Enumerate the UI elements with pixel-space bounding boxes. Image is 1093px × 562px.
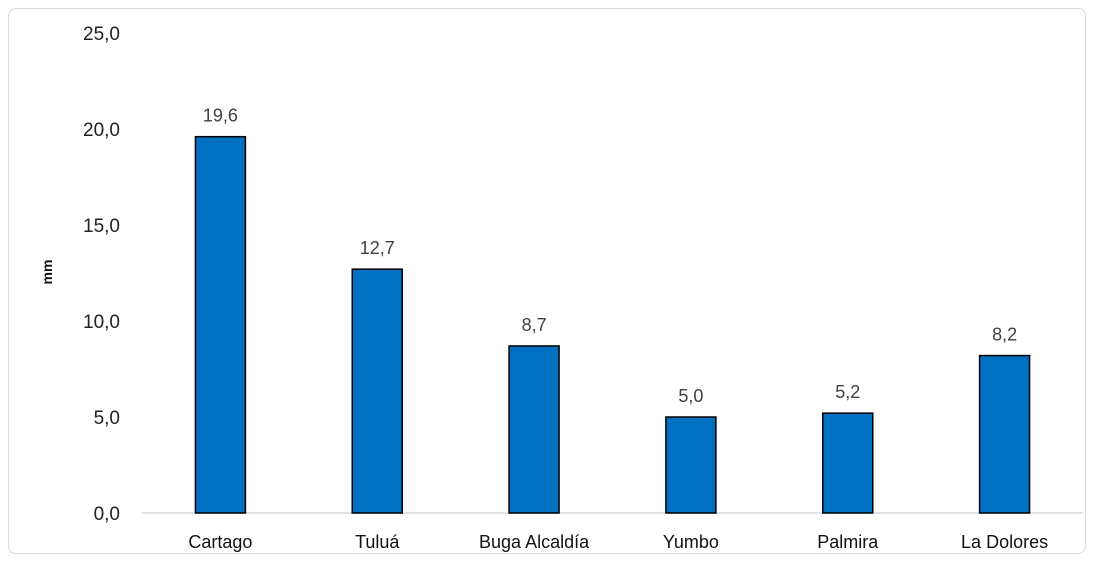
y-tick-label: 25,0 — [83, 24, 120, 45]
x-category-label: Cartago — [188, 532, 252, 552]
data-label: 19,6 — [203, 106, 238, 126]
y-tick-label: 0,0 — [94, 504, 120, 525]
x-category-label: Buga Alcaldía — [479, 532, 590, 552]
x-axis-categories: Cartago Tuluá Buga Alcaldía Yumbo Palmira La … — [188, 532, 1048, 552]
y-axis-label: mm — [39, 260, 55, 285]
data-label: 12,7 — [360, 238, 395, 258]
y-tick-label: 20,0 — [83, 120, 120, 141]
x-category-label: La Dolores — [961, 532, 1048, 552]
bar — [194, 135, 247, 514]
bar — [508, 345, 560, 514]
bar — [822, 412, 874, 514]
y-axis-ticks: 0,0 5,0 10,0 15,0 20,0 25,0 — [83, 24, 120, 525]
bar — [978, 354, 1031, 514]
y-tick-label: 15,0 — [83, 216, 120, 237]
x-category-label: Palmira — [817, 532, 879, 552]
x-category-label: Tuluá — [355, 532, 400, 552]
data-labels: 19,6 12,7 8,7 5,0 5,2 8,2 — [203, 106, 1017, 406]
data-label: 5,0 — [678, 386, 703, 406]
y-tick-label: 5,0 — [94, 408, 120, 429]
bar — [351, 268, 403, 514]
bar — [665, 416, 717, 514]
data-label: 8,2 — [992, 325, 1017, 345]
x-category-label: Yumbo — [663, 532, 719, 552]
data-label: 8,7 — [522, 315, 547, 335]
data-label: 5,2 — [835, 382, 860, 402]
bars — [194, 135, 1031, 514]
y-tick-label: 10,0 — [83, 312, 120, 333]
